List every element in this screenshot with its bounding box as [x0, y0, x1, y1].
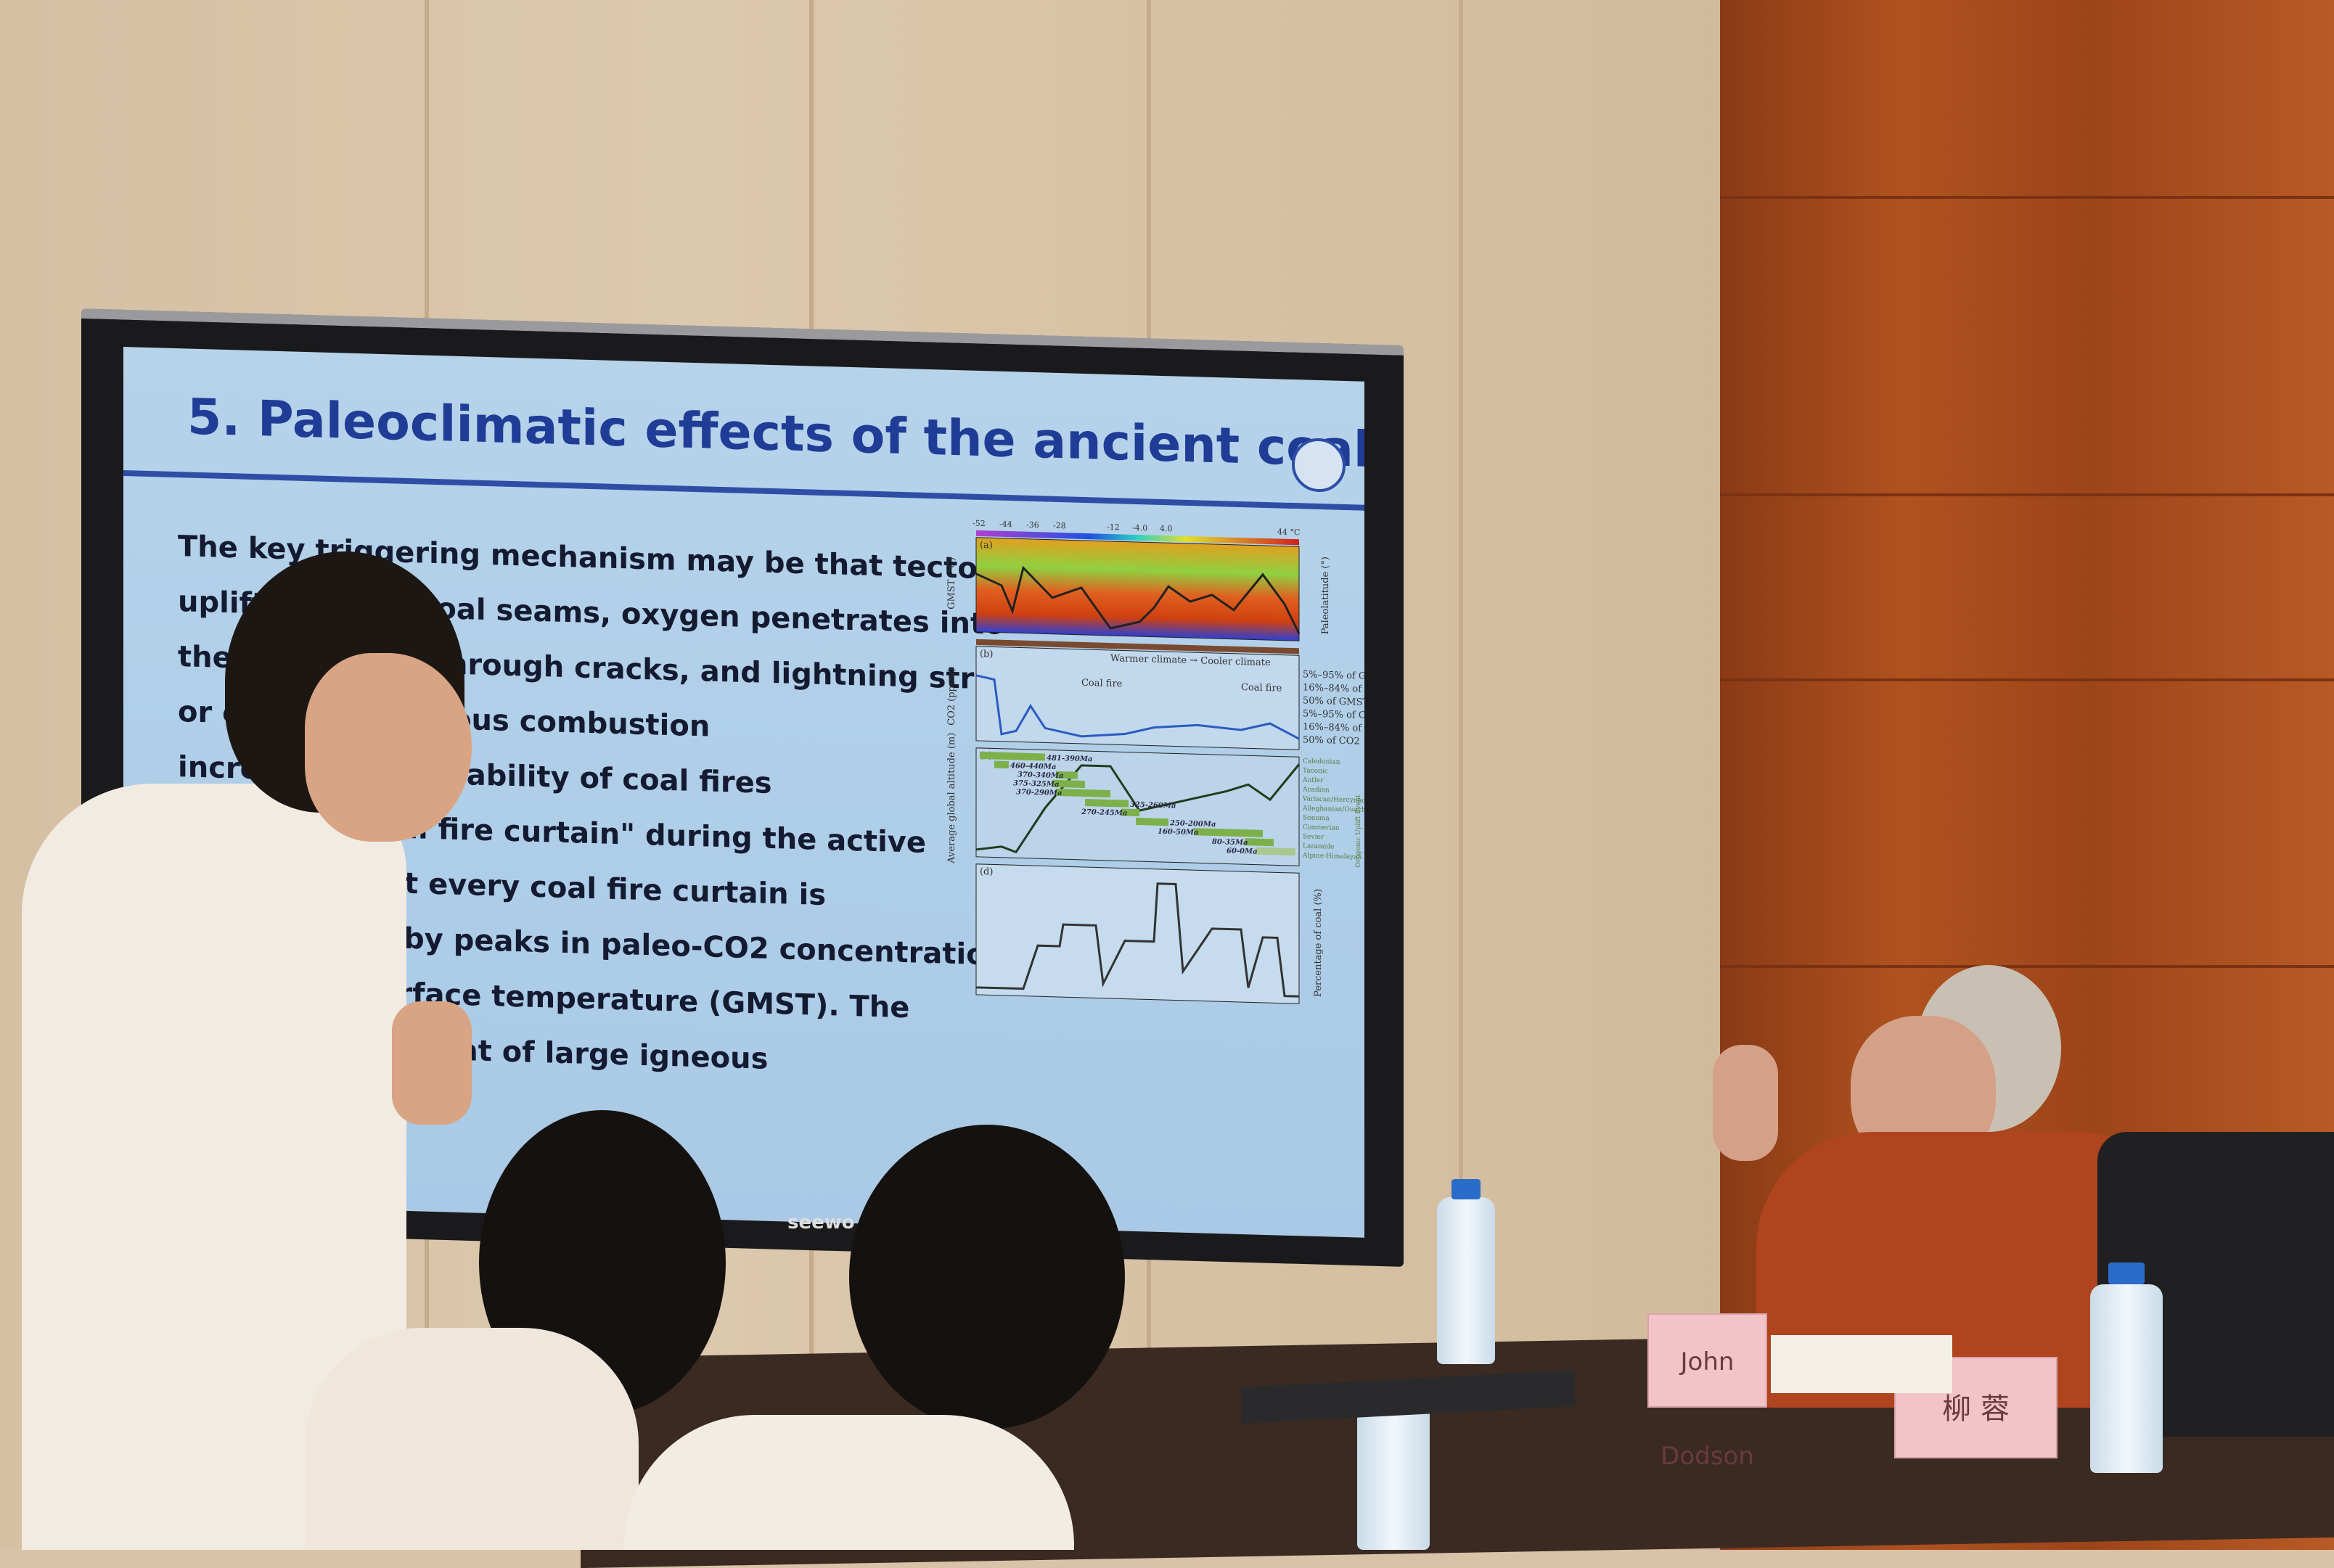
- colorbar-tick: 4.0: [1160, 524, 1172, 533]
- uplift-event: Sevier: [1303, 833, 1324, 841]
- uplift-range: 250-200Ma: [1169, 819, 1216, 829]
- uplift-bar: [1056, 788, 1110, 797]
- uplift-bar: [1085, 799, 1129, 808]
- uplift-range: 270-245Ma: [1081, 808, 1127, 818]
- uplift-range: 375-325Ma: [1013, 779, 1059, 789]
- uplift-event: Alleghanian/Ouachita: [1302, 805, 1364, 814]
- uplift-bar: [1245, 838, 1274, 847]
- uplift-event: Alpine-Himalayan: [1302, 852, 1362, 861]
- seated-student-shirt: [624, 1415, 1074, 1550]
- water-bottle: [2090, 1284, 2163, 1473]
- uplift-bar: [1056, 771, 1078, 779]
- coal-fire-label: Coal fire: [1241, 682, 1282, 694]
- uplift-event: Caledonian: [1303, 758, 1340, 765]
- title-rule: [123, 470, 1364, 511]
- legend-item: 16%–84% of GMST: [1303, 682, 1364, 696]
- panel-b-plot: [975, 646, 1300, 750]
- gmst-axis-label: GMST (°C): [946, 557, 957, 609]
- professor-raised-hand: [1713, 1045, 1778, 1161]
- uplift-bar: [1136, 817, 1168, 826]
- coal-percentage-steps: [976, 882, 1299, 998]
- uplift-event: Sonoma: [1303, 814, 1330, 822]
- colorbar-tick: -28: [1053, 521, 1066, 530]
- colorbar-tick: -44: [999, 520, 1012, 529]
- co2-line: [975, 674, 1300, 740]
- uplift-event: Antler: [1302, 776, 1324, 784]
- uplift-event: Acadian: [1302, 786, 1330, 794]
- legend-item: 5%–95% of CO2: [1303, 708, 1364, 721]
- water-bottle: [1437, 1197, 1495, 1364]
- water-bottle: [1357, 1400, 1430, 1550]
- standing-student-face: [305, 653, 472, 842]
- wood-seam: [1720, 493, 2334, 496]
- uplift-range: 481-390Ma: [1047, 755, 1092, 764]
- uplift-bar: [1121, 808, 1139, 817]
- co2-axis-label: CO2 (ppmv): [946, 668, 957, 726]
- uplift-range: 160-50Ma: [1158, 828, 1198, 837]
- bottle-cap: [1451, 1179, 1481, 1199]
- climate-stripe: [976, 639, 1299, 654]
- uplift-event: Cimmerian: [1303, 824, 1340, 832]
- uplift-bar: [1052, 779, 1085, 789]
- student-hand-holding-phone: [392, 1001, 472, 1125]
- legend-item: 50% of CO2: [1303, 734, 1360, 747]
- wood-seam: [1720, 965, 2334, 968]
- slide-title: 5. Paleoclimatic effects of the ancient …: [187, 388, 1364, 487]
- wood-seam: [1720, 196, 2334, 199]
- uplift-bar: [994, 760, 1009, 769]
- colorbar-max: 44 °C: [1277, 527, 1300, 537]
- university-logo: [1292, 437, 1346, 493]
- uplift-event: Laramide: [1303, 842, 1335, 850]
- presentation-slide: 5. Paleoclimatic effects of the ancient …: [123, 347, 1364, 1238]
- wall-panel-seam: [1459, 0, 1463, 1379]
- bottle-cap: [2108, 1263, 2145, 1284]
- altitude-axis-label: Average global altitude (m): [946, 733, 957, 865]
- legend-item: 16%–84% of CO2: [1303, 721, 1364, 734]
- wood-seam: [1720, 678, 2334, 681]
- paleoclimate-figure: -52 -44 -36 -28 -12 -4.0 4.0 44 °C (a) G…: [946, 519, 1364, 1004]
- panel-a-label: (a): [980, 540, 993, 551]
- uplift-bar: [980, 751, 1045, 761]
- colorbar-tick: -36: [1026, 520, 1039, 530]
- colorbar-tick: -12: [1107, 522, 1120, 532]
- colorbar: [976, 530, 1299, 546]
- panel-d-plot: [975, 863, 1300, 1004]
- name-plate: John Dodson: [1647, 1313, 1767, 1471]
- colorbar-tick: -52: [972, 519, 986, 528]
- uplift-event: Variscan/Hercynian: [1302, 795, 1364, 805]
- seated-student-head: [849, 1125, 1125, 1429]
- colorbar-tick: -4.0: [1132, 523, 1147, 533]
- uplift-range: 80-35Ma: [1212, 838, 1248, 847]
- uplift-event: Taconic: [1303, 767, 1328, 775]
- uplift-range: 325-260Ma: [1130, 801, 1176, 810]
- uplift-range: 370-290Ma: [1016, 788, 1062, 797]
- climate-annotation: Warmer climate → Cooler climate: [1110, 653, 1271, 668]
- uplift-range: 370-340Ma: [1017, 771, 1063, 780]
- panel-d-label: (d): [980, 866, 993, 878]
- altitude-line: [975, 763, 1301, 854]
- notebook: [1771, 1335, 1952, 1393]
- uplift-bar: [1194, 828, 1263, 837]
- display-brand-logo: seewo: [787, 1212, 855, 1234]
- legend-item: 50% of GMST: [1303, 695, 1364, 708]
- uplift-range: 60-0Ma: [1227, 847, 1258, 855]
- coal-axis-label: Percentage of coal (%): [1313, 889, 1324, 997]
- orogenic-axis-label: Orogenic Uplift Event: [1355, 795, 1362, 868]
- seated-student-shirt: [305, 1328, 639, 1550]
- gmst-line: [975, 565, 1301, 634]
- uplift-range: 460-440Ma: [1010, 762, 1056, 771]
- panel-a-heatmap: [975, 537, 1300, 641]
- legend-item: 5%–95% of GMST: [1303, 669, 1364, 682]
- uplift-bar: [1256, 847, 1295, 856]
- coal-fire-label: Coal fire: [1081, 678, 1123, 690]
- paleolatitude-axis-label: Paleolatitude (°): [1320, 557, 1331, 635]
- panel-b-label: (b): [980, 649, 993, 660]
